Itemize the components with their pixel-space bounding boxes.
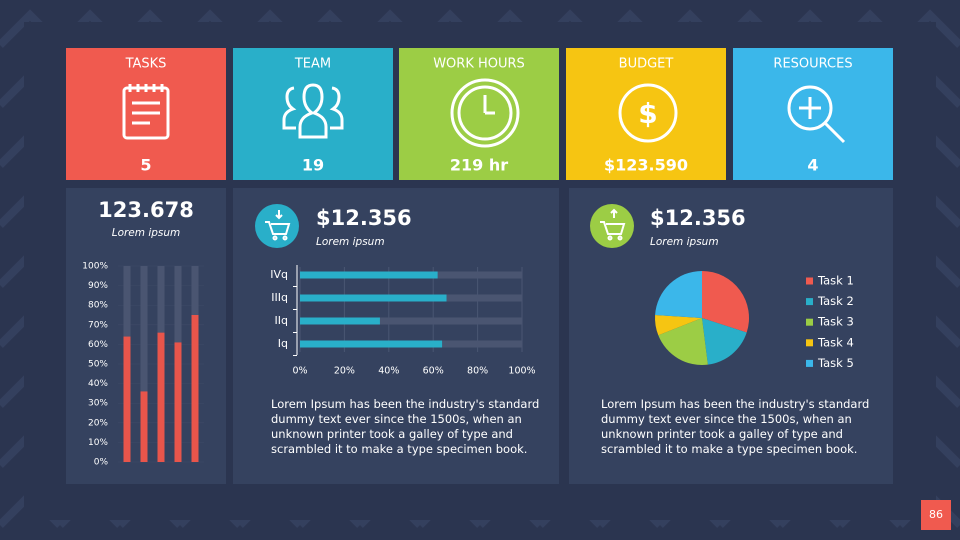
bar (191, 315, 199, 462)
bar-track (140, 266, 148, 462)
y-tick-label: 50% (88, 360, 108, 370)
dollar-glyph: $ (638, 97, 657, 130)
pie-slice (655, 315, 702, 336)
y-tick-label: Iq (278, 337, 288, 350)
pie-slice (702, 271, 749, 333)
summary-value: 123.678 (98, 198, 194, 222)
legend-label: Task 3 (817, 315, 854, 329)
bar (300, 317, 380, 325)
y-tick-label: 60% (88, 340, 108, 350)
tile-icons (122, 78, 846, 148)
tile-value: 19 (302, 156, 324, 175)
pie-slice (655, 271, 702, 318)
pie-slice (702, 318, 747, 365)
tile (733, 48, 893, 180)
cart-icon-bg (590, 204, 634, 248)
tile-title: BUDGET (619, 57, 674, 72)
legend-swatch (806, 318, 813, 326)
search-icon (787, 85, 846, 144)
bar (174, 342, 182, 462)
cart-icon-bg (255, 204, 299, 248)
page-number: 86 (929, 508, 943, 521)
notepad-icon (122, 84, 170, 140)
y-tick-label: IIq (275, 314, 288, 327)
bar (300, 340, 443, 348)
x-tick-label: 100% (508, 366, 535, 377)
bar-track (300, 317, 522, 325)
x-tick-label: 60% (423, 366, 444, 377)
team-icon (282, 83, 344, 139)
tile (566, 48, 726, 180)
panel-value: $12.356 (650, 206, 746, 230)
panel-text: Lorem Ipsum has been the industry's stan… (271, 397, 540, 456)
tiles: TASKS 5 TEAM 19 WORK HOURS 219 hr BUDGET $123.5… (66, 48, 893, 180)
bar (140, 391, 148, 462)
bar (123, 336, 131, 462)
x-tick-label: 80% (467, 366, 488, 377)
legend-swatch (806, 359, 813, 367)
panel-text: Lorem Ipsum has been the industry's stan… (601, 397, 870, 456)
panel-value: $12.356 (316, 206, 412, 230)
y-tick-label: IIIq (271, 291, 288, 304)
page-number-box (921, 500, 951, 530)
dollar-icon (618, 83, 678, 143)
x-tick-label: 20% (334, 366, 355, 377)
tile-title: TASKS (125, 57, 167, 72)
tile (399, 48, 559, 180)
legend-swatch (806, 277, 813, 285)
legend-label: Task 2 (817, 294, 854, 308)
cart-icons (265, 208, 626, 241)
charts: 0% 10% 20% 30% 40% 50% 60% 70% 80% 90% 100% 0% 20% 40… (82, 262, 854, 468)
tile-value: $123.590 (604, 156, 688, 175)
tile-title: TEAM (294, 57, 331, 72)
y-tick-label: 20% (88, 418, 108, 428)
y-tick-label: 10% (88, 438, 108, 448)
tile-title: RESOURCES (773, 57, 852, 72)
bar (157, 332, 165, 462)
tile-value: 219 hr (450, 156, 508, 175)
legend-swatch (806, 339, 813, 347)
tile-title: WORK HOURS (433, 57, 525, 72)
y-tick-label: 30% (88, 399, 108, 409)
x-tick-label: 0% (292, 366, 307, 377)
y-tick-label: 40% (88, 379, 108, 389)
y-tick-label: 80% (88, 301, 108, 311)
clock-icon (450, 78, 520, 148)
summary-caption: Lorem ipsum (112, 227, 181, 239)
x-tick-label: 40% (378, 366, 399, 377)
y-tick-label: 0% (94, 458, 109, 468)
y-tick-label: 100% (82, 262, 108, 272)
bar (300, 271, 438, 279)
tile-value: 5 (140, 156, 151, 175)
pie-slice (658, 318, 708, 365)
legend-label: Task 1 (817, 274, 854, 288)
legend-swatch (806, 298, 813, 306)
tile-value: 4 (807, 156, 818, 175)
y-tick-label: 70% (88, 320, 108, 330)
bar (300, 294, 447, 302)
panel-caption: Lorem ipsum (650, 236, 719, 248)
y-tick-label: IVq (270, 268, 288, 281)
panel-caption: Lorem ipsum (316, 236, 385, 248)
legend-label: Task 4 (817, 335, 854, 349)
legend-label: Task 5 (817, 356, 854, 370)
y-tick-label: 90% (88, 281, 108, 291)
